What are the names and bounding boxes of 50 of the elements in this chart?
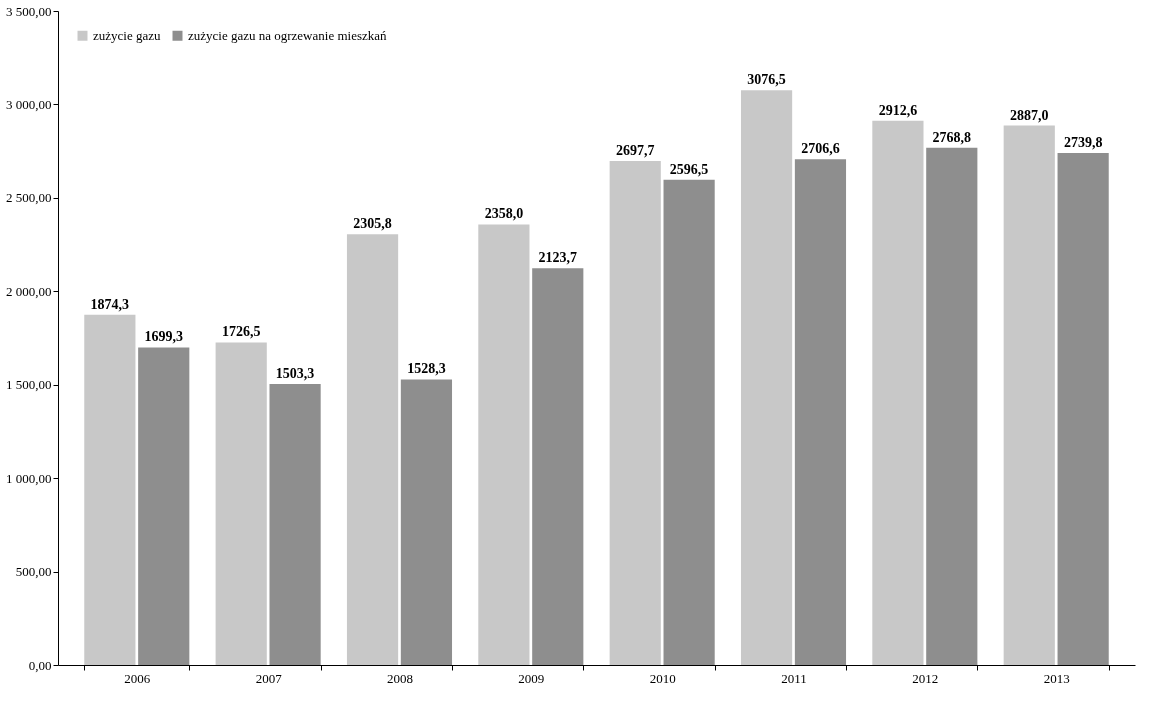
bar [346, 234, 399, 665]
bar [1003, 125, 1055, 665]
y-tick-label: 500,00 [15, 564, 52, 580]
bar [872, 120, 924, 665]
data-label: 2739,8 [1063, 135, 1103, 151]
data-label: 1503,3 [275, 366, 315, 382]
data-label: 2305,8 [353, 216, 392, 232]
legend-label: zużycie gazu na ogrzewanie mieszkań [188, 27, 387, 43]
bar [400, 379, 453, 665]
bar [663, 179, 715, 665]
y-tick-label: 3 500,00 [6, 3, 52, 19]
y-tick-label: 0,00 [28, 657, 52, 673]
data-label: 1699,3 [144, 329, 183, 345]
bar [1057, 153, 1109, 665]
bar [84, 314, 136, 665]
bar [478, 224, 530, 665]
y-tick-label: 2 000,00 [6, 283, 52, 299]
bar [269, 384, 321, 665]
x-tick-label: 2007 [255, 670, 283, 686]
x-tick-label: 2010 [649, 670, 676, 686]
x-tick-label: 2009 [518, 670, 545, 686]
data-label: 2697,7 [615, 142, 655, 158]
x-tick-label: 2013 [1043, 670, 1070, 686]
x-tick-label: 2011 [781, 670, 807, 686]
data-label: 1528,3 [407, 361, 446, 377]
data-label: 2912,6 [878, 102, 918, 118]
bar [926, 147, 978, 665]
data-label: 2887,0 [1010, 107, 1049, 123]
x-tick-label: 2012 [912, 670, 939, 686]
data-label: 2768,8 [932, 129, 972, 145]
x-tick-label: 2006 [124, 670, 151, 686]
bar [532, 268, 584, 665]
data-label: 2706,6 [801, 141, 840, 157]
bar [794, 159, 847, 665]
legend-label: zużycie gazu [93, 27, 161, 43]
data-label: 1874,3 [90, 296, 130, 312]
data-label: 2596,5 [669, 161, 709, 177]
data-label: 2358,0 [484, 206, 524, 222]
y-tick-label: 3 000,00 [6, 96, 52, 112]
data-label: 3076,5 [747, 72, 786, 88]
data-label: 2123,7 [538, 250, 578, 266]
bar [740, 90, 793, 665]
y-tick-label: 2 500,00 [6, 190, 52, 206]
y-tick-label: 1 500,00 [6, 377, 52, 393]
x-tick-label: 2008 [386, 670, 413, 686]
bar [215, 342, 267, 665]
y-tick-label: 1 000,00 [6, 470, 52, 486]
data-label: 1726,5 [221, 324, 261, 340]
bar [138, 347, 190, 665]
bar [609, 160, 661, 665]
